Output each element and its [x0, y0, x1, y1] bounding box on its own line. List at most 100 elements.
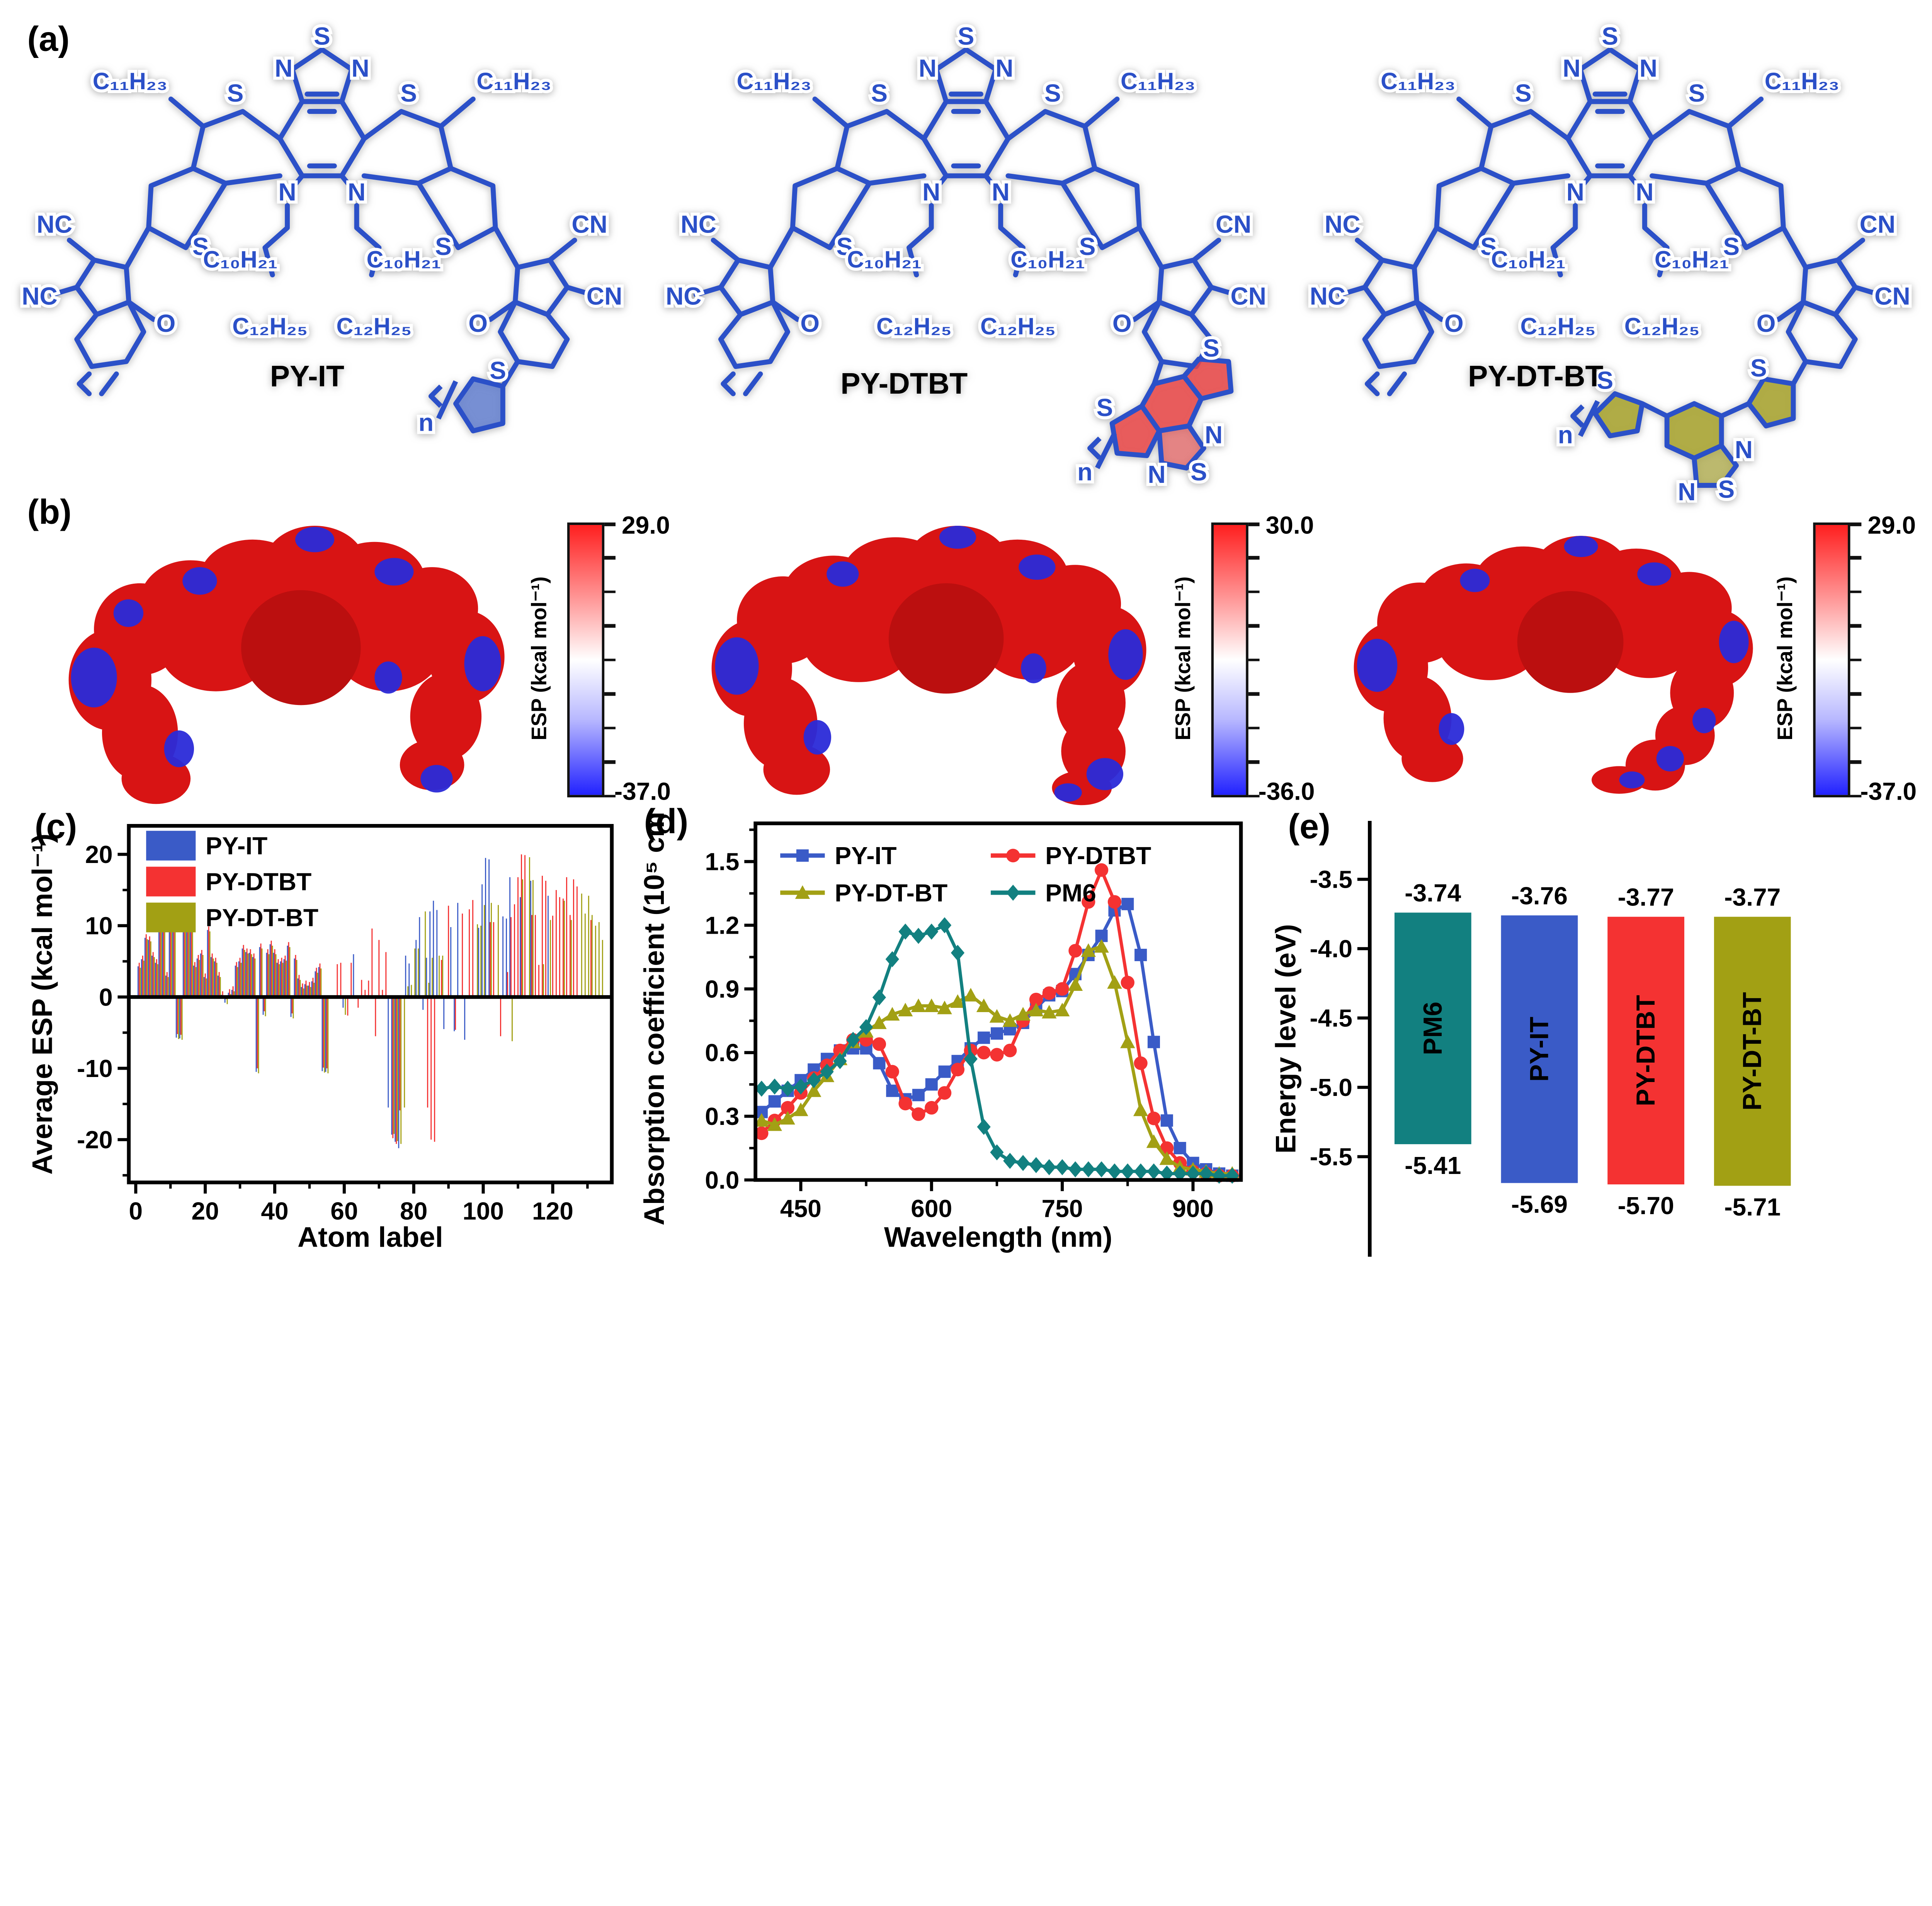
sulfur-label: S	[1718, 475, 1735, 503]
colorbar-min-value: -36.0	[1258, 779, 1315, 806]
svg-text:10: 10	[85, 912, 112, 940]
svg-text:-3.76: -3.76	[1511, 882, 1568, 910]
svg-text:PY-DTBT: PY-DTBT	[206, 868, 311, 895]
repeat-unit-label: n	[1558, 421, 1573, 448]
nitrogen-label: N	[1205, 421, 1223, 448]
svg-text:Energy level (eV): Energy level (eV)	[1270, 924, 1302, 1153]
svg-text:20: 20	[85, 841, 112, 868]
svg-text:100: 100	[463, 1197, 504, 1225]
sulfur-label: S	[490, 357, 506, 384]
svg-text:1.2: 1.2	[705, 912, 739, 939]
svg-text:PY-IT: PY-IT	[206, 832, 267, 860]
end-group-thiophene: S n	[415, 353, 520, 439]
repeat-unit-label: n	[1077, 458, 1092, 486]
nitrogen-label: N	[1735, 436, 1753, 464]
svg-text:0.3: 0.3	[705, 1102, 739, 1130]
sulfur-label: S	[1097, 394, 1113, 421]
colorbar-ticks	[1850, 522, 1862, 798]
svg-text:750: 750	[1042, 1195, 1083, 1223]
svg-text:80: 80	[400, 1197, 427, 1225]
series-py-dt-bt	[139, 857, 603, 1144]
svg-text:-5.69: -5.69	[1511, 1190, 1568, 1218]
structure-name: PY-IT	[270, 360, 344, 393]
svg-text:20: 20	[192, 1197, 219, 1225]
colorbar-max-value: 29.0	[1867, 512, 1916, 540]
nitrogen-label: N	[1148, 460, 1165, 488]
esp-surface-py-dtbt	[711, 526, 1146, 805]
svg-text:PM6: PM6	[1418, 1002, 1447, 1055]
structure-name: PY-DTBT	[840, 367, 968, 400]
svg-text:Absorption coefficient (10⁵ cm: Absorption coefficient (10⁵ cm⁻¹)	[638, 811, 670, 1225]
legend: PY-IT PY-DTBT PY-DT-BT PM6	[780, 842, 1151, 907]
series-py-dtbt	[755, 863, 1239, 1183]
svg-text:0.9: 0.9	[705, 975, 739, 1003]
colorbar-gradient	[567, 522, 605, 798]
energy-bar-py-dtbt: -3.77 -5.70 PY-DTBT	[1607, 883, 1684, 1220]
structure-py-it: S n PY-IT	[12, 7, 632, 439]
svg-text:PY-IT: PY-IT	[1525, 1017, 1554, 1082]
structure-py-dt-bt: S N S N S n PY-DT-BT	[1300, 7, 1920, 503]
panel-label-d: (d)	[644, 802, 689, 841]
svg-text:-3.77: -3.77	[1724, 883, 1781, 911]
svg-text:600: 600	[911, 1195, 952, 1223]
chart-absorption: 450 600 750 900 0.0 0.3 0.6 0.9 1.2 1.5 Wavelength…	[638, 811, 1243, 1253]
panel-label-a: (a)	[27, 20, 70, 58]
svg-text:PM6: PM6	[1045, 879, 1096, 907]
svg-text:-5.0: -5.0	[1310, 1074, 1352, 1101]
colorbar-1: ESP (kcal mol⁻¹) 29.0 -37.0	[527, 510, 684, 807]
svg-text:PY-DT-BT: PY-DT-BT	[835, 879, 947, 907]
sulfur-label: S	[1597, 366, 1613, 394]
svg-text:PY-DT-BT: PY-DT-BT	[206, 904, 318, 931]
colorbar-2: ESP (kcal mol⁻¹) 30.0 -36.0	[1172, 510, 1328, 807]
colorbar-ticks	[1248, 522, 1260, 798]
structure-py-dtbt: S S N S N n PY-DTBT	[656, 7, 1276, 491]
svg-text:0: 0	[99, 983, 113, 1011]
legend: PY-IT PY-DTBT PY-DT-BT	[146, 831, 318, 933]
colorbar-max-value: 30.0	[1265, 512, 1314, 540]
svg-text:0.0: 0.0	[705, 1166, 739, 1194]
colorbar-title: ESP (kcal mol⁻¹)	[1172, 576, 1195, 741]
esp-surface-py-it	[68, 526, 505, 804]
svg-text:1.5: 1.5	[705, 848, 739, 876]
energy-bar-py-it: -3.76 -5.69 PY-IT	[1501, 882, 1578, 1218]
svg-text:40: 40	[261, 1197, 288, 1225]
energy-bar-py-dt-bt: -3.77 -5.71 PY-DT-BT	[1714, 883, 1791, 1221]
colorbar-title: ESP (kcal mol⁻¹)	[1773, 576, 1797, 741]
svg-text:-5.71: -5.71	[1724, 1193, 1781, 1221]
panel-label-e: (e)	[1288, 807, 1331, 846]
svg-text:-5.41: -5.41	[1405, 1152, 1461, 1179]
chart-energy-levels: -3.5 -4.0 -4.5 -5.0 -5.5 Energy level (eV) -3.…	[1270, 820, 1791, 1257]
chart-average-esp: 0 20 40 60 80 100 120 -20 -10 0 10 20 Atom label Aver…	[26, 824, 614, 1253]
end-group-dithienobenzothiadiazole: S S N S N n	[1074, 331, 1234, 491]
svg-text:120: 120	[532, 1197, 573, 1225]
svg-text:60: 60	[330, 1197, 358, 1225]
svg-text:-4.0: -4.0	[1310, 935, 1352, 963]
svg-text:-4.5: -4.5	[1310, 1004, 1352, 1032]
svg-text:0.6: 0.6	[705, 1039, 739, 1067]
series-pm6	[755, 917, 1239, 1184]
colorbar-min-value: -37.0	[614, 779, 671, 806]
svg-text:-3.77: -3.77	[1618, 883, 1674, 911]
colorbar-gradient	[1211, 522, 1248, 798]
panel-label-b: (b)	[27, 493, 72, 531]
svg-text:-10: -10	[77, 1055, 113, 1082]
repeat-unit-label: n	[418, 408, 434, 436]
esp-surface-py-dt-bt	[1354, 536, 1753, 794]
svg-text:Average ESP (kcal mol⁻¹): Average ESP (kcal mol⁻¹)	[26, 834, 58, 1175]
svg-text:Wavelength (nm): Wavelength (nm)	[884, 1221, 1112, 1253]
energy-bar-pm6: -3.74 -5.41 PM6	[1394, 879, 1471, 1179]
svg-text:-5.5: -5.5	[1310, 1143, 1352, 1171]
svg-text:-3.5: -3.5	[1310, 866, 1352, 894]
svg-text:PY-DTBT: PY-DTBT	[1631, 995, 1660, 1106]
colorbar-min-value: -37.0	[1860, 779, 1917, 806]
svg-text:900: 900	[1172, 1195, 1214, 1223]
sulfur-label: S	[1203, 334, 1219, 362]
sulfur-label: S	[1750, 354, 1767, 382]
panel-label-c: (c)	[34, 807, 77, 846]
svg-text:PY-IT: PY-IT	[835, 842, 896, 870]
svg-text:-3.74: -3.74	[1405, 879, 1461, 907]
svg-text:PY-DT-BT: PY-DT-BT	[1738, 992, 1767, 1111]
colorbar-ticks	[604, 522, 616, 798]
svg-text:Atom label: Atom label	[298, 1221, 443, 1253]
series-py-it	[137, 858, 549, 1148]
